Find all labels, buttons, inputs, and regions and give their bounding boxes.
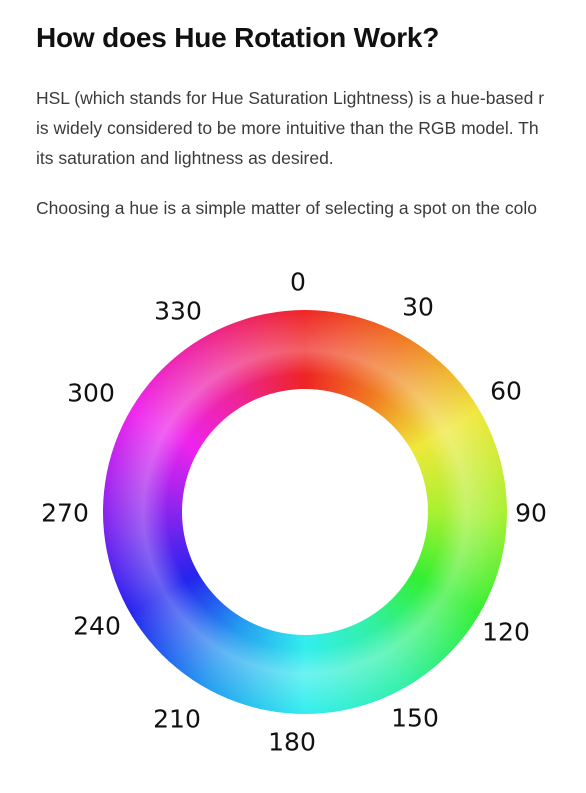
intro-paragraph: HSL (which stands for Hue Saturation Lig… <box>36 83 544 173</box>
hue-label-60: 60 <box>490 376 522 406</box>
hue-label-240: 240 <box>73 611 121 641</box>
hue-label-0: 0 <box>290 267 306 297</box>
hue-label-270: 270 <box>41 498 89 528</box>
intro-paragraph-line: HSL (which stands for Hue Saturation Lig… <box>36 88 545 108</box>
intro-paragraph-line: its saturation and lightness as desired. <box>36 148 334 168</box>
intro-paragraph-line: is widely considered to be more intuitiv… <box>36 118 539 138</box>
hue-label-90: 90 <box>515 498 547 528</box>
hue-paragraph: Choosing a hue is a simple matter of sel… <box>36 198 537 218</box>
hue-label-150: 150 <box>391 703 439 733</box>
page-title: How does Hue Rotation Work? <box>36 22 440 53</box>
hue-label-180: 180 <box>268 727 316 757</box>
hue-label-300: 300 <box>67 378 115 408</box>
hue-wheel-center <box>182 389 428 635</box>
hue-label-120: 120 <box>482 617 530 647</box>
hue-label-30: 30 <box>402 292 434 322</box>
hue-label-210: 210 <box>153 704 201 734</box>
hue-label-330: 330 <box>154 296 202 326</box>
